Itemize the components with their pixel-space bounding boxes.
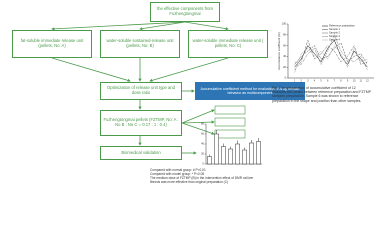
y-tick-label: 60 [283, 43, 286, 47]
validation-box: Biomedical validation [100, 146, 182, 160]
note: The medium dose of FZTMP (B) in the inte… [150, 175, 254, 184]
x-tick-label: 8 [340, 80, 342, 83]
y-tick-label: 40 [283, 54, 286, 58]
bar [214, 133, 219, 165]
y-tick-label: 80 [283, 32, 286, 36]
x-tick-label: 9 [347, 80, 349, 83]
y-tick-label: 0 [203, 162, 205, 166]
series-line [294, 39, 368, 68]
x-tick-label: 7 [334, 80, 336, 83]
x-tick-label: 11 [360, 80, 363, 83]
line-caption: Fig. The comparation of accumulative coe… [272, 86, 371, 103]
unit-box: water-soluble sustained-release unit (pe… [100, 30, 180, 58]
legend-label: Sample 3 [329, 34, 341, 38]
bar [228, 148, 233, 165]
y-tick-label: 100 [282, 22, 287, 26]
legend-label: Sample 2 [329, 31, 341, 35]
note: Compared with model group: * P<0.05 [150, 171, 205, 176]
x-tick-label: 5 [320, 80, 322, 83]
side-boxes [214, 105, 246, 139]
unit-box: water-soluble immediate release unit ( p… [188, 30, 268, 58]
legend-label: Reference preparation [329, 24, 355, 28]
y-tick-label: 80 [201, 122, 204, 126]
bar [235, 143, 240, 165]
series-line [294, 45, 368, 73]
x-tick-label: 1 [294, 80, 296, 83]
bar [256, 141, 261, 165]
note: Compared with normal group: # P<0.01 [150, 168, 206, 172]
y-axis-label: Accumulative coefficient (%) [277, 32, 281, 70]
y-tick-label: 60 [201, 132, 204, 136]
legend-label: Sample 4 [329, 38, 341, 42]
legend-label: Sample 1 [329, 27, 341, 31]
x-tick-label: 2 [301, 80, 303, 83]
x-tick-label: 4 [314, 80, 316, 83]
canvas: 020406080100123456789101112Accumulative … [51, 21, 374, 166]
x-tick-label: 6 [327, 80, 329, 83]
bar [249, 142, 254, 165]
graphical-abstract: 020406080100123456789101112Accumulative … [12, 2, 374, 184]
evaluation-box: Accumulative coefficient method for eval… [195, 82, 305, 100]
bar-notes: Compared with normal group: # P<0.01 Com… [150, 168, 262, 184]
series-line [294, 42, 368, 65]
y-tick-label: 0 [285, 76, 287, 80]
y-tick-label: 20 [283, 65, 286, 69]
x-tick-label: 10 [353, 80, 356, 83]
bar [207, 156, 212, 165]
source-box: the effective components from Fuzhengton… [150, 2, 220, 22]
x-tick-label: 12 [366, 80, 369, 83]
x-tick-label: 3 [307, 80, 309, 83]
y-tick-label: 40 [201, 142, 204, 146]
unit-box: fat-soluble immediate release unit (pell… [12, 30, 92, 58]
y-tick-label: 20 [201, 152, 204, 156]
product-box: Fuzhengtongmai pellets (FZTMP, No: A : N… [100, 110, 182, 136]
bar [221, 146, 226, 165]
series-line [294, 39, 368, 71]
bar [242, 149, 247, 165]
optimization-box: Optimization of release unit type and do… [100, 82, 182, 100]
series-line [294, 34, 368, 71]
